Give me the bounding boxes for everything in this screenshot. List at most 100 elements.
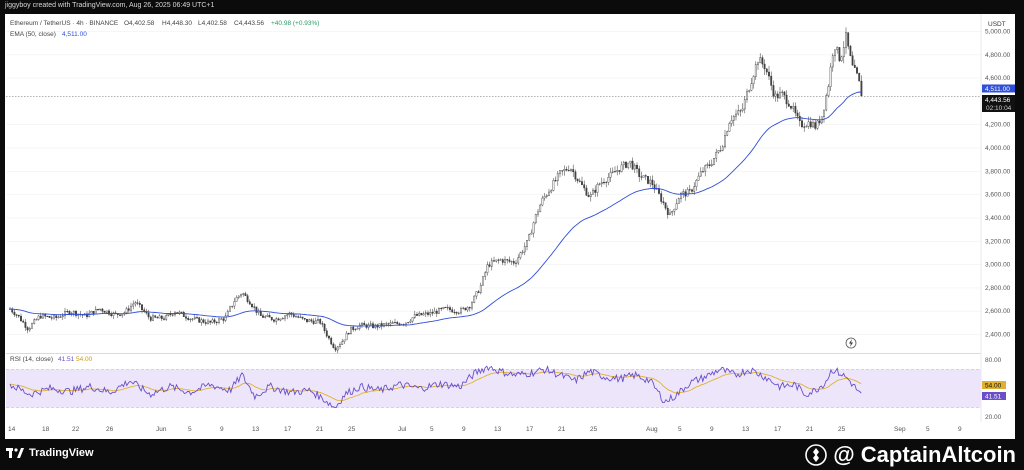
candle (394, 318, 396, 324)
candle (383, 322, 385, 328)
candle (530, 229, 533, 235)
candle (433, 307, 436, 314)
candle (589, 191, 592, 202)
candle (48, 315, 51, 318)
chart-panel[interactable] (5, 14, 1015, 439)
candle (121, 313, 124, 318)
candle (319, 318, 322, 325)
candle (242, 292, 245, 297)
candle (323, 322, 326, 334)
candle (715, 148, 718, 163)
time-tick-label: 13 (742, 426, 750, 433)
candle (640, 171, 643, 181)
candle (548, 188, 550, 197)
candle (653, 180, 656, 194)
candle (387, 322, 390, 327)
candle (343, 339, 346, 345)
candle (297, 315, 300, 319)
candle (279, 318, 282, 322)
candle (605, 180, 608, 188)
candle (787, 100, 790, 108)
candle (198, 316, 201, 323)
candle (22, 319, 25, 323)
price-tick-label: 4,000.00 (985, 145, 1011, 152)
candle (31, 322, 33, 329)
candle (108, 309, 110, 316)
candle (259, 308, 262, 316)
candle (794, 102, 797, 117)
candle (308, 318, 311, 322)
footer: TradingView @ CaptainAltcoin (0, 440, 1024, 470)
time-tick-label: 21 (316, 426, 324, 433)
tradingview-logo[interactable]: TradingView (6, 447, 94, 459)
candle (508, 256, 511, 264)
grid (6, 14, 982, 422)
candle (741, 103, 744, 113)
candle (112, 311, 115, 320)
candle (446, 304, 449, 311)
candle (332, 342, 335, 349)
candle (845, 27, 847, 54)
candle (444, 306, 447, 309)
candle (229, 305, 231, 313)
candle (702, 167, 704, 173)
candle (622, 160, 625, 170)
candle (268, 312, 271, 318)
candle (211, 317, 214, 324)
candle (288, 311, 291, 318)
time-tick-label: 18 (42, 426, 50, 433)
price-badge: 4,443.56 (985, 97, 1011, 104)
candle (572, 164, 575, 177)
candle (510, 260, 513, 265)
candle (642, 175, 645, 178)
candle (15, 313, 18, 318)
candle (365, 323, 368, 330)
candle (798, 111, 801, 127)
candle (422, 311, 425, 316)
price-axis[interactable]: USDT 5,000.00 4,800.00 4,600.00 4,200.00 4,0… (985, 21, 1011, 339)
candle (488, 261, 491, 268)
candle (556, 170, 559, 186)
candle (578, 178, 581, 183)
candle (207, 318, 209, 325)
candle (53, 314, 55, 320)
candle (563, 165, 566, 176)
candle (466, 306, 469, 313)
candle (497, 258, 500, 264)
price-tick-label: 4,800.00 (985, 52, 1011, 59)
candle (860, 75, 863, 97)
candle (427, 310, 429, 317)
candle (409, 319, 412, 324)
candle (185, 314, 187, 322)
candle (299, 314, 302, 319)
time-tick-label: 9 (220, 426, 224, 433)
flash-icon[interactable] (845, 337, 857, 349)
candle (847, 32, 850, 50)
candle (748, 89, 751, 93)
candle (468, 306, 471, 312)
candle (719, 145, 722, 153)
candle (411, 317, 414, 324)
ema-badge-bg (982, 84, 1015, 93)
candle (33, 318, 36, 325)
time-axis[interactable]: 14 18 22 26 Jun 5 9 13 17 21 25 Jul 5 9 13 17 21 25 Aug 5 9 1… (8, 426, 962, 433)
candle (607, 172, 610, 186)
candle (253, 303, 256, 311)
time-tick-label: 5 (926, 426, 930, 433)
ohlc-close: C4,443.56 (234, 20, 264, 27)
candle (407, 321, 410, 324)
candle (438, 307, 440, 314)
tradingview-label: TradingView (29, 447, 94, 459)
candle (312, 318, 315, 326)
time-tick-label: Jun (156, 426, 167, 433)
ema-line (9, 91, 862, 327)
candle (629, 160, 632, 168)
candle (688, 184, 691, 194)
candle (310, 318, 313, 323)
candle (50, 315, 53, 321)
candle (66, 308, 69, 314)
candle (816, 119, 819, 131)
candle (215, 320, 218, 326)
candle (270, 316, 273, 322)
